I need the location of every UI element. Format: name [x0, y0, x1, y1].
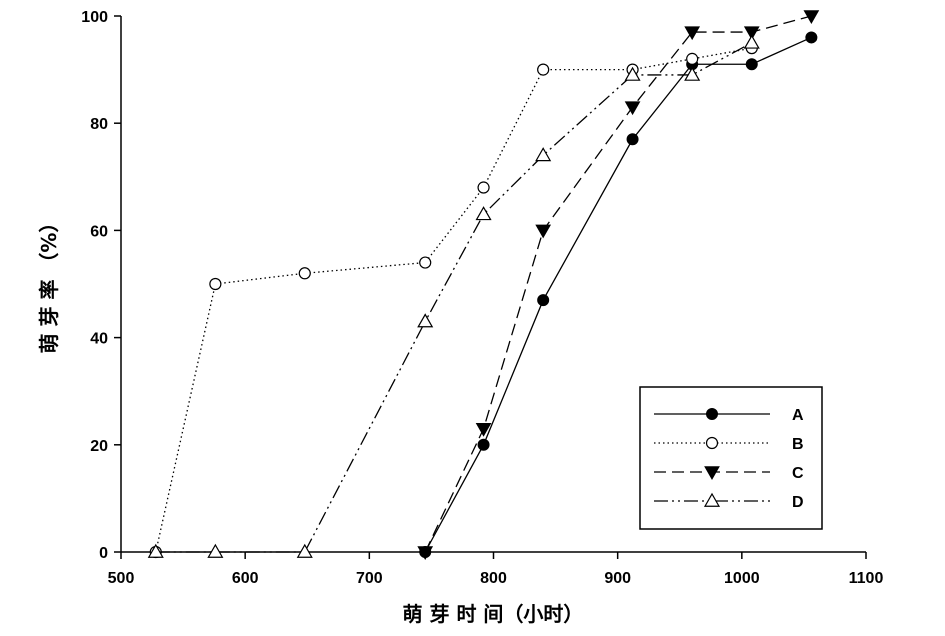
- series-B-point-5: [537, 63, 550, 76]
- series-C-point-5: [743, 26, 760, 41]
- series-B-point-4: [477, 181, 490, 194]
- legend-marker-D: [703, 492, 721, 507]
- legend-item-B: B: [654, 436, 804, 453]
- legend-label-C: C: [792, 465, 804, 482]
- series-D-point-1: [207, 543, 224, 558]
- y-tick-label-0: 0: [99, 545, 108, 562]
- x-tick-label-1000: 1000: [724, 570, 760, 587]
- x-tick-label-900: 900: [604, 570, 631, 587]
- series-C-point-4: [684, 26, 701, 41]
- legend-item-A: A: [654, 407, 804, 424]
- legend-item-D: D: [654, 492, 804, 511]
- y-tick-label-100: 100: [81, 9, 108, 26]
- series-B-point-7: [686, 52, 699, 65]
- legend-marker-A: [706, 408, 718, 420]
- legend-label-D: D: [792, 494, 804, 511]
- series-A-point-2: [537, 294, 550, 307]
- y-tick-label-80: 80: [90, 116, 108, 133]
- legend-box: [639, 386, 823, 530]
- x-tick-label-800: 800: [480, 570, 507, 587]
- series-C-point-6: [803, 10, 820, 25]
- series-D-point-6: [624, 66, 641, 81]
- legend-label-A: A: [792, 407, 804, 424]
- series-D-point-2: [296, 543, 313, 558]
- series-C-point-1: [475, 422, 492, 437]
- legend-marker-B: [705, 436, 719, 450]
- series-B-point-3: [419, 256, 432, 269]
- y-tick-label-40: 40: [90, 331, 108, 348]
- series-C-point-0: [417, 546, 434, 561]
- x-tick-label-500: 500: [108, 570, 135, 587]
- series-D-point-7: [684, 66, 701, 81]
- series-D-point-3: [417, 313, 434, 328]
- series-D-point-8: [743, 34, 760, 49]
- series-D-point-5: [535, 147, 552, 162]
- x-tick-label-1100: 1100: [849, 570, 884, 587]
- series-A-point-6: [805, 31, 818, 44]
- series-D-point-4: [475, 206, 492, 221]
- series-B-point-1: [209, 277, 222, 291]
- x-tick-label-600: 600: [232, 570, 259, 587]
- series-A-point-1: [477, 438, 490, 451]
- series-D: [147, 34, 760, 558]
- series-C-point-3: [624, 101, 641, 116]
- y-tick-label-60: 60: [90, 223, 108, 240]
- series-D-point-0: [147, 543, 164, 558]
- legend-item-C: C: [654, 465, 804, 482]
- series-D-line: [155, 42, 753, 553]
- series-layer: [147, 10, 820, 561]
- series-A-point-5: [745, 58, 758, 71]
- legend-marker-C: [704, 466, 720, 481]
- series-C-point-2: [535, 224, 552, 239]
- legend-label-B: B: [792, 436, 804, 453]
- x-tick-label-700: 700: [356, 570, 383, 587]
- series-A-point-3: [626, 133, 639, 146]
- y-tick-label-20: 20: [90, 438, 108, 455]
- series-C: [417, 10, 820, 561]
- axes: 500 600 700 800 900 1000 1100 0 20 40 60 80 100: [81, 9, 883, 587]
- y-axis-title: 萌 芽 率 （%）: [37, 213, 61, 354]
- x-axis-title: 萌 芽 时 间（小时）: [403, 602, 584, 626]
- series-B-point-2: [298, 267, 311, 280]
